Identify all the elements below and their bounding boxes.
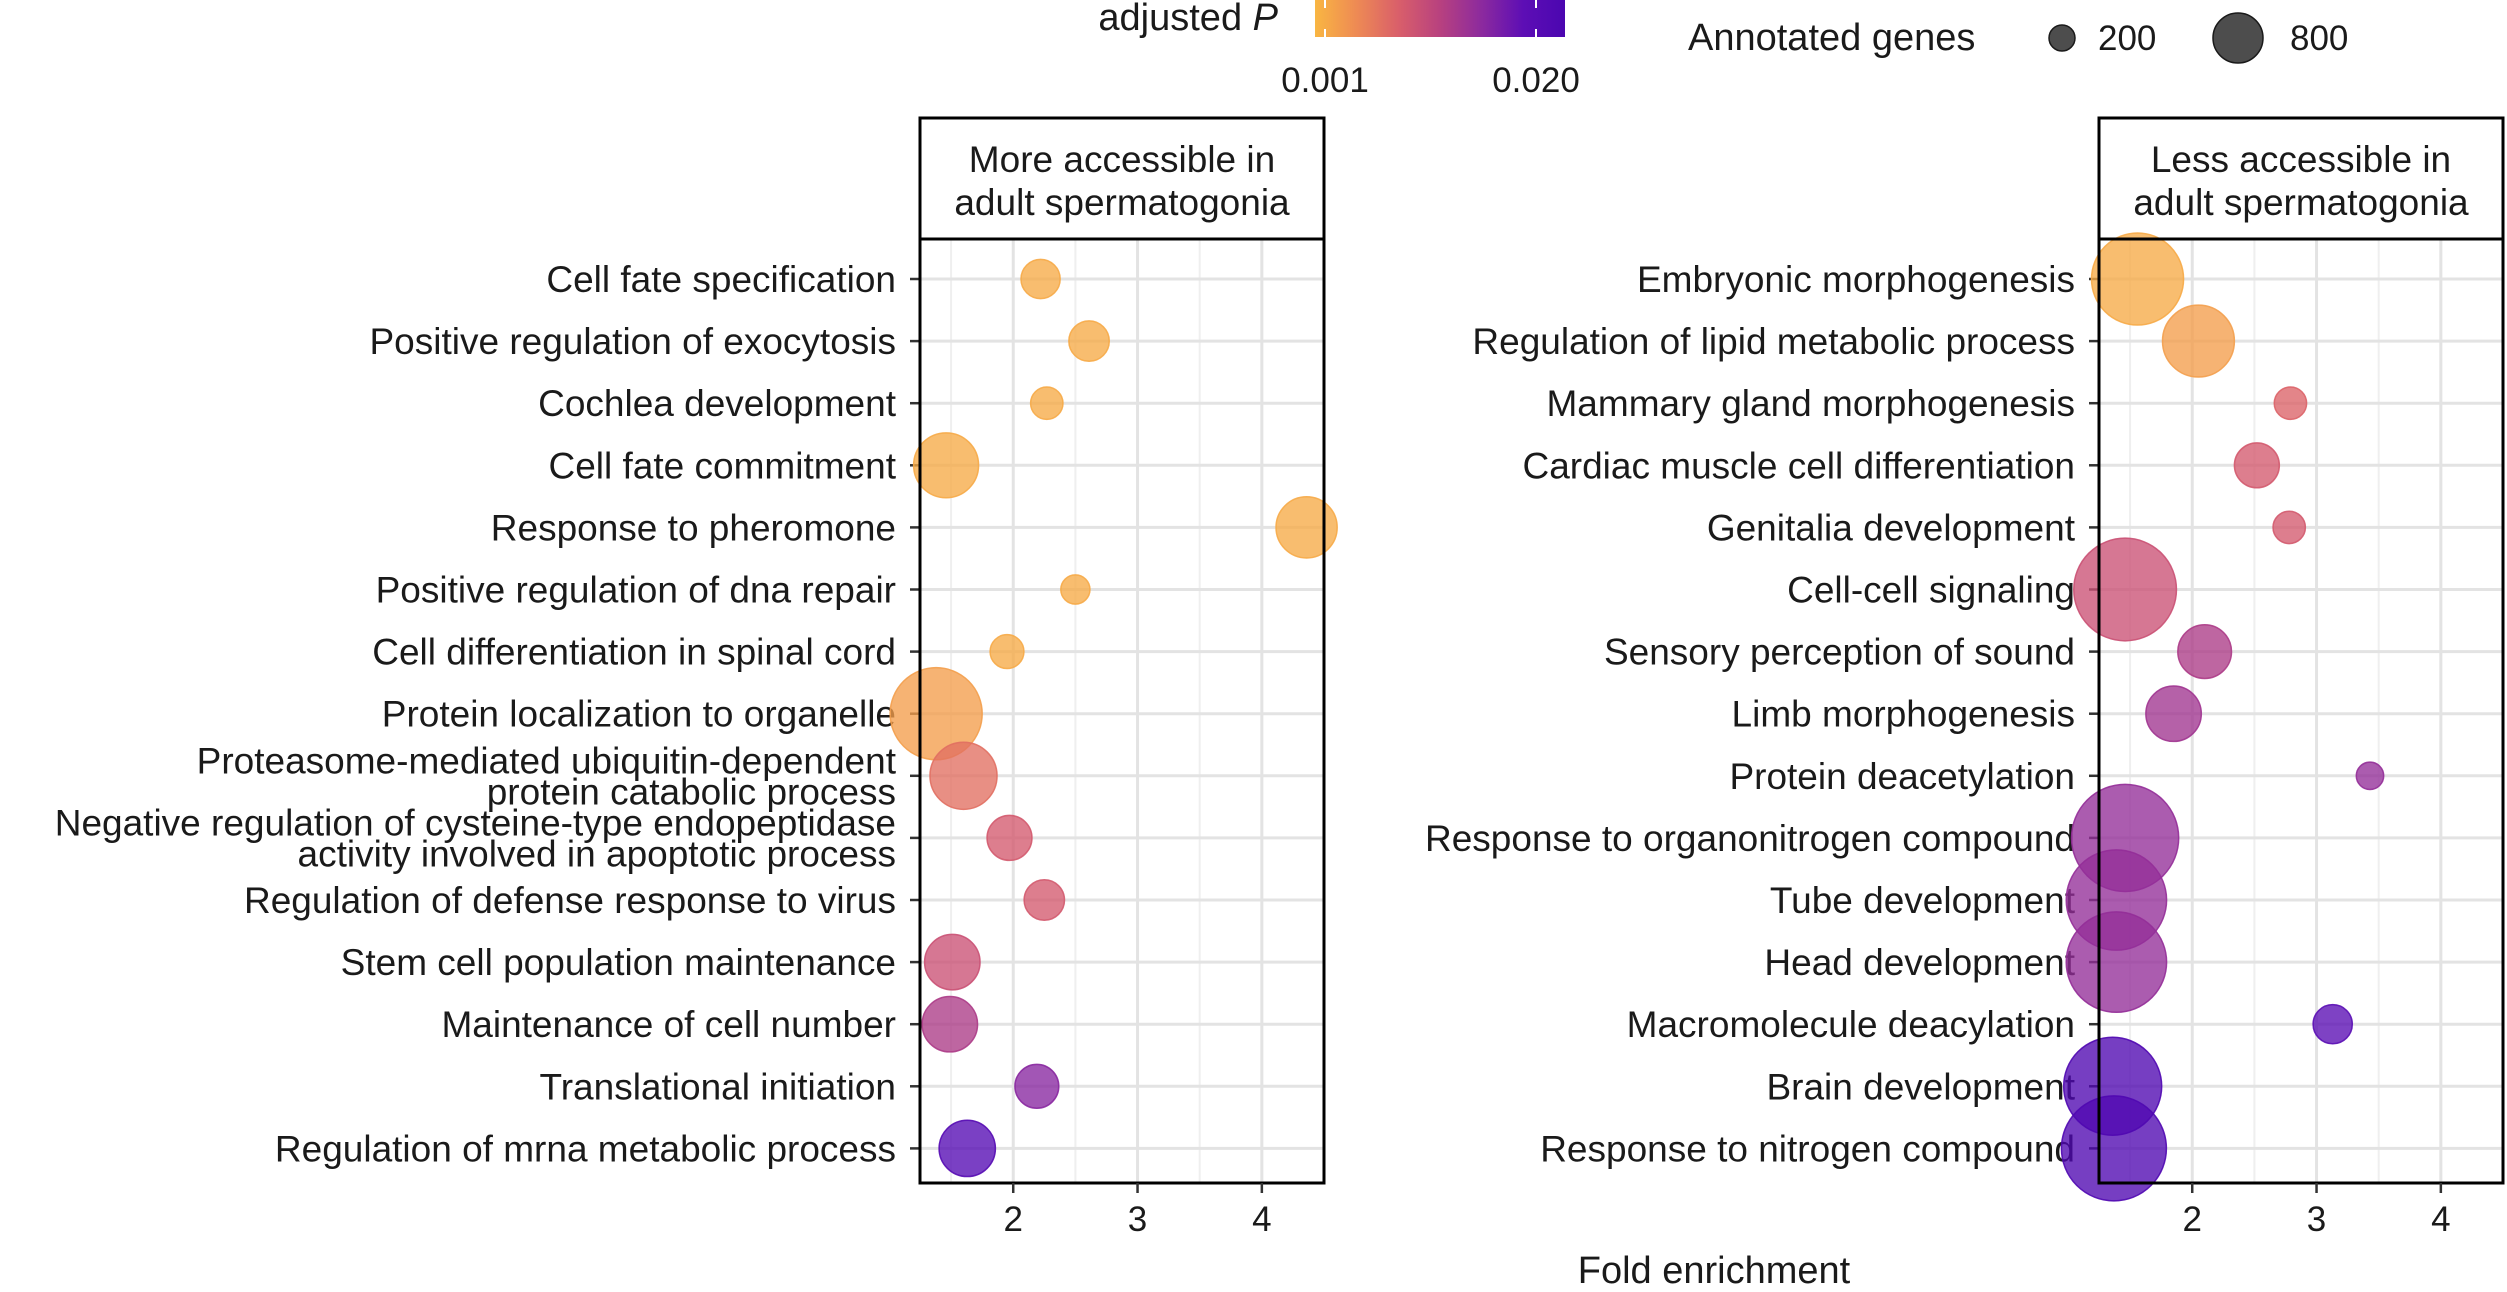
enrichment-point [2145,685,2203,743]
term-label: activity involved in apoptotic process [298,833,896,874]
enrichment-point [1020,258,1061,300]
panel-2-border [2097,237,2505,1185]
panel-1-strip [918,116,1326,241]
enrichment-point [2355,761,2385,791]
x-tick-label: 4 [1252,1200,1271,1239]
enrichment-point [986,814,1033,862]
term-label: Tube development [1770,880,2076,921]
panel-1-title-line-2: adult spermatogonia [954,182,1290,223]
term-label: Positive regulation of exocytosis [370,321,897,362]
term-label: Limb morphogenesis [1732,694,2075,735]
term-label: Negative regulation of cysteine-type end… [55,802,896,843]
x-tick-label: 3 [2307,1200,2326,1239]
term-label: Cardiac muscle cell differentiation [1522,445,2075,486]
enrichment-point [1275,496,1338,559]
term-label: Maintenance of cell number [441,1004,896,1045]
enrichment-point [921,995,979,1053]
enrichment-point [2272,510,2307,545]
enrichment-point [1014,1063,1060,1109]
enrichment-point [938,1119,997,1178]
size-legend: Annotated genes 200 800 [1688,12,2348,64]
panel-2-title-line-2: adult spermatogonia [2133,182,2469,223]
enrichment-point [912,432,980,499]
term-label: Embryonic morphogenesis [1637,259,2075,300]
panel-1-title-line-1: More accessible in [969,139,1275,180]
enrichment-point [2161,304,2236,378]
enrichment-point [1060,574,1091,605]
term-label: Cell-cell signaling [1787,570,2075,611]
term-label: Mammary gland morphogenesis [1546,383,2075,424]
x-axis-title: Fold enrichment [1578,1250,1851,1292]
term-label: Translational initiation [540,1066,897,1107]
x-tick-label: 3 [1128,1200,1147,1239]
enrichment-point [923,933,981,991]
panel-2-x-axis: 2 3 4 [2182,1183,2451,1239]
enrichment-point [989,633,1025,670]
term-label: Protein deacetylation [1729,756,2075,797]
term-label: Genitalia development [1707,507,2076,548]
term-label: Regulation of defense response to virus [244,880,896,921]
term-label: Macromolecule deacylation [1627,1004,2075,1045]
enrichment-point [929,741,998,811]
panel-1-term-labels: Cell fate specification Positive regulati… [55,259,920,1169]
term-label: protein catabolic process [487,771,896,812]
panel-2-points [2060,232,2385,1202]
size-legend-key-large [2212,12,2264,64]
size-legend-label-small: 200 [2098,19,2156,58]
term-label: Positive regulation of dna repair [376,570,896,611]
color-legend-bar [1315,0,1565,37]
term-label: Regulation of mrna metabolic process [275,1128,896,1169]
term-label: Protein localization to organelle [382,694,896,735]
term-label: Head development [1764,942,2075,983]
panel-less-accessible: Less accessible in adult spermatogonia E… [1425,116,2505,1239]
enrichment-point [1023,879,1066,921]
x-tick-label: 2 [1003,1200,1022,1239]
size-legend-label-large: 800 [2290,19,2348,58]
panel-more-accessible: More accessible in adult spermatogonia C… [55,116,1338,1239]
enrichment-point [2233,442,2281,489]
enrichment-point [2177,624,2233,680]
panel-2-strip [2097,116,2505,241]
panel-1-points [889,258,1338,1178]
term-label: Response to pheromone [491,507,896,548]
size-legend-key-small [2048,24,2076,52]
panel-1-border [918,237,1326,1185]
panel-1-x-axis: 2 3 4 [1003,1183,1272,1239]
color-legend: adjusted P 0.001 0.020 [1098,0,1580,100]
color-legend-tick-label-1: 0.001 [1281,61,1369,100]
enrichment-point [2065,911,2168,1014]
term-label: Regulation of lipid metabolic process [1472,321,2075,362]
enrichment-point [2273,386,2308,421]
enrichment-point [1068,320,1111,363]
x-tick-label: 4 [2431,1200,2450,1239]
term-label: Cochlea development [538,383,897,424]
enrichment-point [2073,537,2178,642]
panel-2-title-line-1: Less accessible in [2151,139,2451,180]
color-legend-title: adjusted P [1098,0,1278,39]
enrichment-point [1029,386,1064,421]
color-legend-tick-label-2: 0.020 [1492,61,1580,100]
term-label: Response to nitrogen compound [1540,1128,2075,1169]
term-label: Sensory perception of sound [1604,632,2075,673]
enrichment-point [2090,232,2185,326]
enrichment-point [2312,1003,2354,1045]
term-label: Cell differentiation in spinal cord [372,632,896,673]
enrichment-point [2060,1095,2168,1202]
term-label: Response to organonitrogen compound [1425,818,2075,859]
term-label: Stem cell population maintenance [341,942,896,983]
term-label: Cell fate specification [546,259,896,300]
x-tick-label: 2 [2182,1200,2201,1239]
size-legend-title: Annotated genes [1688,17,1975,59]
term-label: Brain development [1766,1066,2075,1107]
term-label: Cell fate commitment [549,445,897,486]
panel-2-term-labels: Embryonic morphogenesis Regulation of lip… [1425,259,2099,1169]
term-label: Proteasome-mediated ubiquitin-dependent [197,740,897,781]
